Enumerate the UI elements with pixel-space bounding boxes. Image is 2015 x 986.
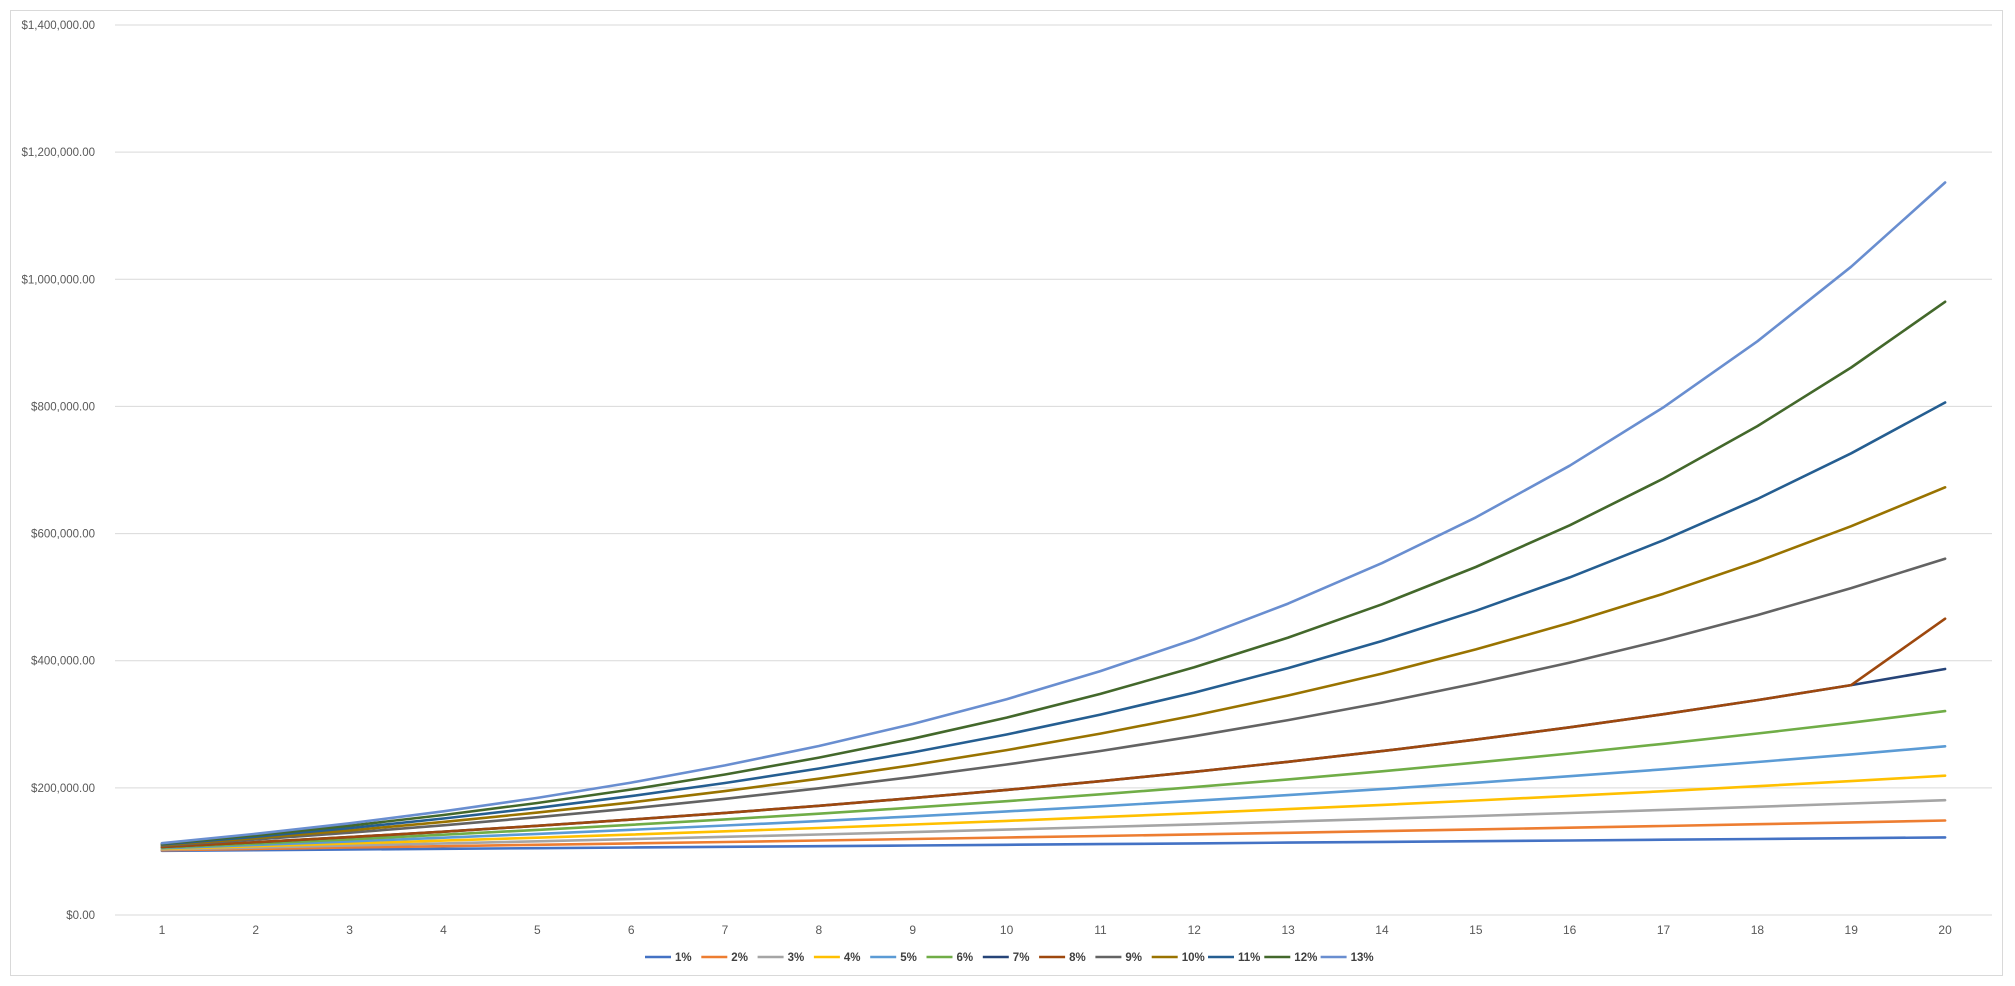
x-tick-label: 9	[909, 923, 916, 937]
series-line	[160, 819, 1947, 852]
legend-label: 9%	[1125, 952, 1142, 964]
legend-item: 13%	[1320, 952, 1374, 964]
x-tick-label: 20	[1938, 923, 1952, 937]
series-line	[160, 744, 1947, 850]
y-tick-label: $0.00	[66, 910, 95, 922]
legend-item: 12%	[1264, 952, 1317, 964]
legend-label: 8%	[1069, 952, 1086, 964]
x-tick-label: 5	[534, 923, 541, 937]
y-tick-label: $800,000.00	[31, 401, 95, 413]
series-line	[160, 485, 1947, 847]
series-line	[160, 798, 1947, 851]
legend-label: 5%	[900, 952, 917, 964]
y-axis-tick-labels: $0.00 $200,000.00 $400,000.00 $600,000.00 $8…	[21, 20, 95, 922]
legend-item: 8%	[1039, 952, 1086, 964]
series-line	[160, 557, 1947, 848]
x-tick-label: 1	[159, 923, 166, 937]
legend-label: 13%	[1351, 952, 1374, 964]
legend-item: 4%	[813, 952, 861, 964]
legend-item: 1%	[645, 952, 692, 964]
y-tick-label: $1,400,000.00	[21, 20, 95, 32]
legend-item: 10%	[1151, 952, 1205, 964]
legend-item: 5%	[870, 952, 917, 964]
series-line	[160, 836, 1947, 853]
y-tick-label: $1,200,000.00	[21, 147, 95, 159]
legend-label: 12%	[1294, 952, 1317, 964]
legend-item: 2%	[701, 952, 748, 964]
y-tick-label: $200,000.00	[31, 783, 95, 795]
x-tick-label: 8	[816, 923, 823, 937]
legend-item: 7%	[982, 952, 1030, 964]
series-line	[160, 300, 1947, 846]
series-line	[160, 401, 1947, 846]
legend-item: 9%	[1095, 952, 1142, 964]
x-tick-label: 18	[1751, 923, 1765, 937]
series-line	[160, 181, 1947, 845]
legend-label: 6%	[957, 952, 974, 964]
x-tick-label: 17	[1657, 923, 1671, 937]
legend-label: 2%	[731, 952, 748, 964]
legend-item: 6%	[926, 952, 974, 964]
series-line	[160, 774, 1947, 851]
x-tick-label: 7	[722, 923, 729, 937]
x-tick-label: 13	[1281, 923, 1295, 937]
legend-label: 4%	[844, 952, 861, 964]
x-tick-label: 3	[346, 923, 353, 937]
y-tick-label: $400,000.00	[31, 656, 95, 668]
series-line	[160, 617, 1947, 849]
gridlines	[115, 24, 1992, 916]
legend-item: 3%	[757, 952, 805, 964]
legend-label: 1%	[675, 952, 692, 964]
series-lines	[160, 181, 1947, 853]
x-tick-label: 4	[440, 923, 447, 937]
x-tick-label: 2	[252, 923, 259, 937]
x-tick-label: 19	[1845, 923, 1859, 937]
x-tick-label: 10	[1000, 923, 1014, 937]
legend-item: 11%	[1208, 952, 1260, 964]
legend: 1% 2% 3% 4% 5% 6% 7% 8% 9% 10% 11% 12% 13%	[645, 952, 1374, 964]
y-tick-label: $600,000.00	[31, 529, 95, 541]
y-tick-label: $1,000,000.00	[21, 274, 95, 286]
legend-label: 7%	[1013, 952, 1030, 964]
x-tick-label: 14	[1375, 923, 1389, 937]
legend-label: 10%	[1182, 952, 1205, 964]
legend-label: 3%	[788, 952, 805, 964]
legend-label: 11%	[1238, 952, 1260, 964]
x-tick-label: 16	[1563, 923, 1577, 937]
x-tick-label: 15	[1469, 923, 1483, 937]
chart-area	[10, 10, 2003, 976]
series-line	[160, 709, 1947, 849]
x-tick-label: 11	[1094, 923, 1107, 937]
x-tick-label: 6	[628, 923, 635, 937]
x-axis-tick-labels: 1 2 3 4 5 6 7 8 9 10 11 12 13 14 15 16 17 18 19 20	[159, 923, 1952, 937]
x-tick-label: 12	[1188, 923, 1202, 937]
